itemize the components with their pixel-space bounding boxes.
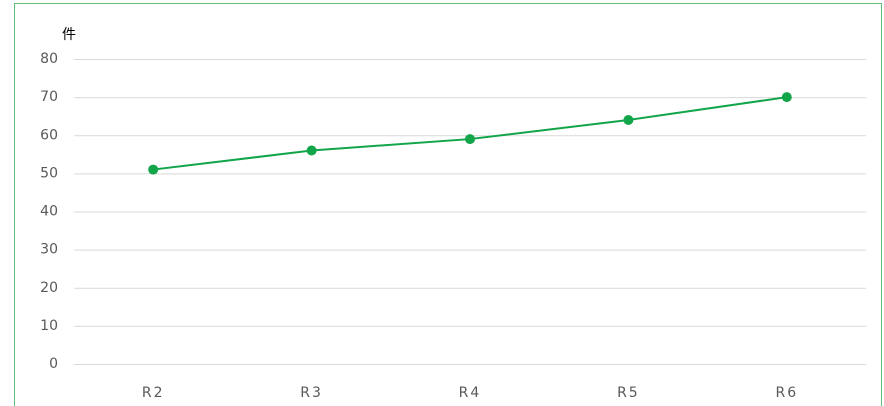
x-tick-label: R2 [142, 385, 165, 401]
marker [623, 115, 634, 125]
x-tick-label: R6 [775, 385, 798, 401]
line [153, 96, 787, 171]
y-tick-label: 20 [40, 280, 58, 296]
chart-frame [14, 3, 882, 406]
y-tick-label: 0 [49, 356, 58, 372]
marker [306, 145, 317, 156]
x-tick-label: R3 [300, 385, 323, 401]
y-tick-label: 70 [40, 89, 58, 105]
y-tick-label: 30 [40, 242, 58, 258]
y-axis-label: 件 [62, 27, 76, 43]
y-tick-label: 80 [40, 51, 58, 67]
y-tick-label: 10 [40, 318, 58, 334]
y-tick-label: 40 [40, 204, 58, 220]
marker [781, 92, 792, 103]
y-tick-label: 50 [40, 165, 58, 181]
x-tick-label: R5 [617, 385, 640, 401]
y-tick-label: 60 [40, 127, 58, 143]
marker [465, 134, 475, 145]
marker [148, 164, 159, 175]
x-tick-label: R4 [459, 385, 482, 401]
